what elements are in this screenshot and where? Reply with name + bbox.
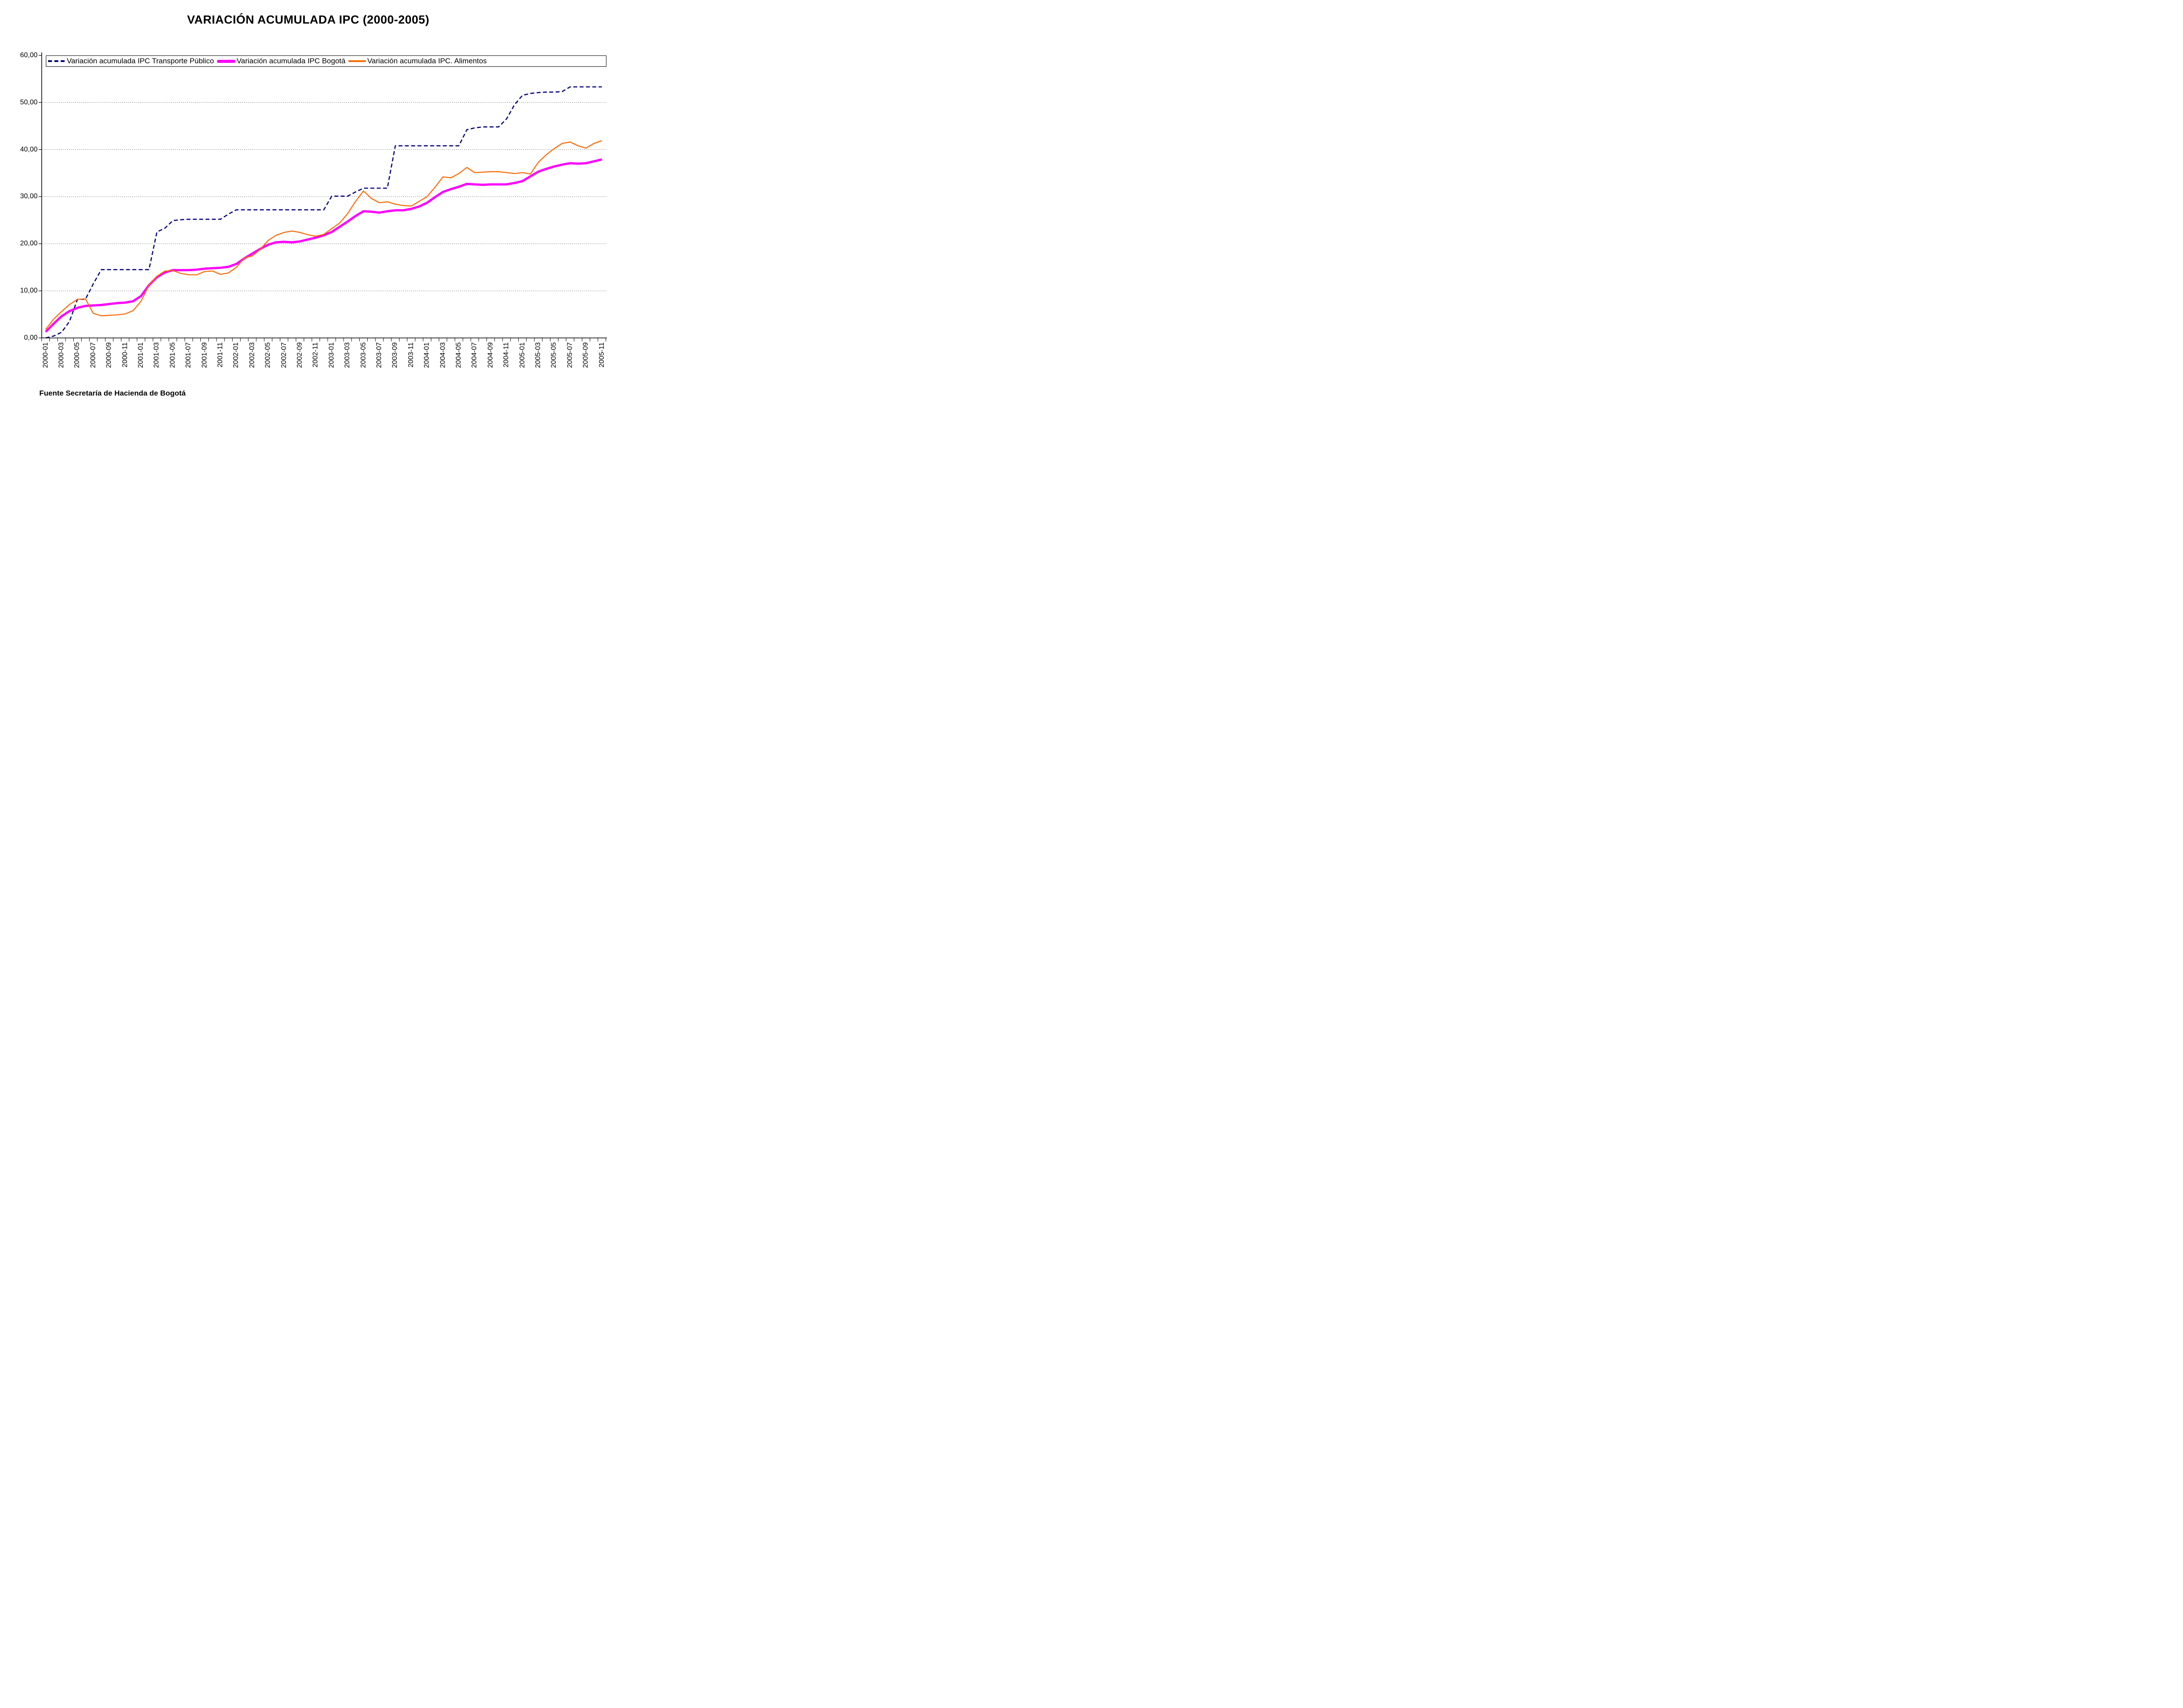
x-axis-tick-label: 2002-05 — [264, 342, 272, 368]
y-axis-tick-label: 0,00 — [24, 334, 38, 341]
x-axis-tick-label: 2000-01 — [41, 342, 49, 368]
y-axis-tick-label: 10,00 — [20, 287, 38, 295]
x-axis-tick-label: 2001-03 — [153, 342, 161, 368]
x-axis-tick-label: 2002-09 — [296, 342, 303, 368]
x-axis-tick-label: 2003-03 — [344, 342, 351, 368]
series-line-bogota — [45, 158, 603, 333]
legend-swatch-dashed-line-icon — [48, 60, 65, 62]
y-axis-tick-label: 50,00 — [20, 98, 38, 106]
legend-item-alimentos: Variación acumulada IPC. Alimentos — [348, 57, 487, 65]
source-note: Fuente Secretaría de Hacienda de Bogotá — [39, 389, 186, 397]
x-axis-tick-label: 2004-07 — [471, 342, 479, 368]
x-axis-tick-label: 2000-05 — [73, 342, 81, 368]
x-axis-tick-label: 2001-11 — [217, 342, 224, 368]
series-line-alimentos — [45, 140, 602, 330]
x-axis-tick-label: 2002-07 — [280, 342, 288, 368]
x-axis-tick-label: 2000-07 — [89, 342, 97, 368]
x-axis-tick-label: 2000-09 — [105, 342, 113, 368]
x-axis-tick-label: 2005-09 — [582, 342, 590, 368]
legend-item-bogota: Variación acumulada IPC Bogotá — [217, 57, 345, 65]
legend-label-bogota: Variación acumulada IPC Bogotá — [237, 57, 346, 65]
x-axis-tick-label: 2004-11 — [503, 342, 510, 368]
legend-swatch-thin-line-icon — [348, 60, 366, 62]
legend-label-transporte: Variación acumulada IPC Transporte Públi… — [67, 57, 214, 65]
x-axis-tick-label: 2003-07 — [375, 342, 383, 368]
chart-title: VARIACIÓN ACUMULADA IPC (2000-2005) — [187, 13, 430, 26]
y-axis-tick-label: 40,00 — [20, 145, 38, 153]
x-axis-tick-label: 2002-11 — [312, 342, 320, 368]
x-axis-tick-label: 2005-03 — [534, 342, 542, 368]
chart-page: VARIACIÓN ACUMULADA IPC (2000-2005) Vari… — [0, 0, 616, 427]
x-axis-tick-label: 2001-05 — [169, 342, 176, 368]
x-axis-tick-label: 2000-11 — [121, 342, 129, 368]
x-axis-tick-label: 2000-03 — [58, 342, 65, 368]
legend-swatch-thick-line-icon — [217, 59, 236, 63]
x-axis-tick-label: 2003-11 — [407, 342, 415, 368]
plot-area — [38, 52, 607, 341]
x-axis-tick-label: 2003-09 — [391, 342, 399, 368]
y-axis-tick-label: 20,00 — [20, 240, 38, 248]
x-axis-tick-label: 2001-07 — [185, 342, 193, 368]
x-axis-tick-label: 2005-05 — [550, 342, 558, 368]
x-axis-tick-label: 2005-01 — [518, 342, 526, 368]
y-axis-tick-label: 30,00 — [20, 193, 38, 200]
x-axis-tick-label: 2004-09 — [486, 342, 494, 368]
y-axis-tick-label: 60,00 — [20, 51, 38, 59]
legend-item-transporte: Variación acumulada IPC Transporte Públi… — [48, 57, 214, 65]
x-axis-tick-label: 2003-05 — [359, 342, 367, 368]
x-axis-tick-label: 2004-03 — [439, 342, 447, 368]
x-axis-tick-label: 2001-09 — [200, 342, 208, 368]
x-axis-tick-label: 2004-01 — [423, 342, 431, 368]
x-axis-tick-label: 2005-11 — [598, 342, 606, 368]
x-axis-tick-label: 2002-01 — [232, 342, 240, 368]
series-line-transporte — [45, 86, 602, 339]
x-axis-tick-label: 2005-07 — [566, 342, 574, 368]
legend-label-alimentos: Variación acumulada IPC. Alimentos — [367, 57, 487, 65]
x-axis-tick-label: 2003-01 — [327, 342, 335, 368]
x-axis-tick-label: 2001-01 — [137, 342, 145, 368]
legend-box: Variación acumulada IPC Transporte Públi… — [46, 55, 606, 67]
x-axis-tick-label: 2002-03 — [248, 342, 256, 368]
x-axis-tick-label: 2004-05 — [455, 342, 462, 368]
